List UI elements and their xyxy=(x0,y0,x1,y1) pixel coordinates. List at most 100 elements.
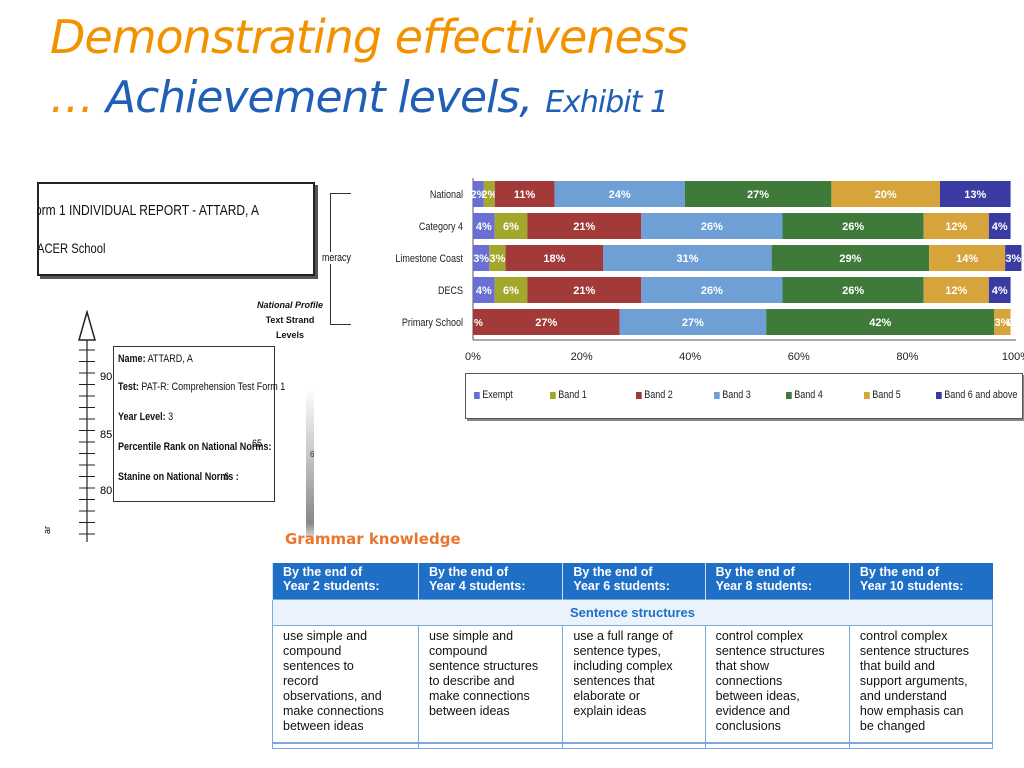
bar-segment xyxy=(483,181,495,207)
legend-label: Band 1 xyxy=(558,389,587,401)
bar-segment xyxy=(923,213,989,239)
header-line: Year 10 students: xyxy=(859,579,964,593)
grammar-cell-line: between ideas xyxy=(428,704,510,718)
np-label-line: National Profile xyxy=(256,300,323,310)
grammar-cell-line: make connections xyxy=(428,689,530,703)
year-4-header: By the end of Year 4 students: xyxy=(417,563,563,600)
bar-segment xyxy=(473,245,490,271)
year-2-header: By the end of Year 2 students: xyxy=(272,563,419,600)
bar-data-label: 27% xyxy=(747,189,769,201)
bar-data-label: % xyxy=(474,318,483,329)
bar-data-label: 18% xyxy=(543,253,565,265)
grammar-cell-line: elaborate or xyxy=(573,689,641,703)
bar-data-label: 6% xyxy=(503,285,519,297)
legend-item: Band 5 xyxy=(864,389,901,401)
grammar-cell-line: observations, and xyxy=(283,689,382,703)
bar-data-label: 26% xyxy=(701,285,723,297)
grammar-cell-line: connections xyxy=(715,674,783,688)
bar-data-label: 2% xyxy=(470,189,486,201)
grammar-cell-line: sentence structures xyxy=(715,644,825,658)
individual-report-header: orm 1 INDIVIDUAL REPORT - ATTARD, A ACER… xyxy=(37,182,315,276)
student-info-box: Name: ATTARD, A Test: PAT-R: Comprehensi… xyxy=(113,346,285,502)
grammar-cell-line: be changed xyxy=(859,719,926,733)
grammar-cell-line: sentences that xyxy=(573,674,655,688)
legend-item: Band 3 xyxy=(714,389,751,401)
test-label: Test: xyxy=(118,381,139,393)
bar-segment xyxy=(923,277,989,303)
bar-data-label: 3% xyxy=(473,253,489,265)
header-row: By the end of Year 2 students: By the end… xyxy=(272,563,993,600)
bar-data-label: 24% xyxy=(609,189,631,201)
subtitle-main: Achievement levels, xyxy=(106,72,533,123)
grammar-cell-line: to describe and xyxy=(428,674,515,688)
subtitle-exhibit: Exhibit 1 xyxy=(545,85,669,120)
grammar-cell-line: compound xyxy=(283,644,342,658)
report-title: orm 1 INDIVIDUAL REPORT - ATTARD, A xyxy=(37,202,260,219)
bar-segment xyxy=(641,213,783,239)
percentile-scale: 90 85 80 ar xyxy=(42,310,112,542)
test-row: Test: PAT-R: Comprehension Test Form 1 xyxy=(118,381,285,393)
bar-data-label: 2% xyxy=(481,189,497,201)
header-line: By the end of xyxy=(573,565,653,579)
bar-data-label: 3% xyxy=(994,317,1010,329)
bar-segment xyxy=(771,245,930,271)
bar-data-label: 4% xyxy=(992,285,1008,297)
legend-swatch xyxy=(550,391,556,399)
bar-data-label: 26% xyxy=(842,221,864,233)
bar-data-label: 12% xyxy=(945,285,967,297)
bar-segment xyxy=(489,245,506,271)
bar-segment xyxy=(831,181,940,207)
bar-segment xyxy=(603,245,772,271)
grammar-cell-line: between ideas xyxy=(283,719,364,733)
bar-data-label: 4% xyxy=(992,221,1008,233)
bar-data-label: 4% xyxy=(476,221,492,233)
bar-segment xyxy=(988,277,1011,303)
slide-title: Demonstrating effectiveness xyxy=(50,10,689,64)
bar-data-label: 20% xyxy=(875,189,897,201)
year-10-header: By the end of Year 10 students: xyxy=(848,563,993,600)
x-tick-label: 80% xyxy=(896,351,918,363)
bar-data-label: 21% xyxy=(573,285,595,297)
national-profile-label: National Profile Text Strand Levels xyxy=(250,298,330,343)
header-line: By the end of xyxy=(428,565,509,579)
chart-legend: Exempt Band 1 Band 2 Band 3 Band 4 Band 5 Band… xyxy=(465,373,1023,419)
category-label: Limestone Coast xyxy=(395,253,463,265)
x-tick-label: 60% xyxy=(788,351,810,363)
name-value: ATTARD, A xyxy=(147,353,193,365)
bar-segment xyxy=(473,309,620,335)
sentence-structures-heading: Sentence structures xyxy=(272,599,993,626)
grammar-cell-line: use a full range of xyxy=(573,629,673,643)
scale-label-80: 80 xyxy=(100,485,112,497)
bar-segment xyxy=(473,213,495,239)
legend-swatch xyxy=(714,391,720,399)
percentile-value: 65 xyxy=(252,438,263,450)
legend-swatch xyxy=(786,391,792,399)
legend-item: Band 1 xyxy=(550,389,587,401)
bar-data-label: 4% xyxy=(476,285,492,297)
bar-segment xyxy=(994,309,1011,335)
test-value: PAT-R: Comprehension Test Form 1 xyxy=(141,381,286,393)
grammar-cell-line: sentence structures xyxy=(859,644,970,658)
name-row: Name: ATTARD, A xyxy=(118,353,193,365)
legend-label: Band 3 xyxy=(722,389,751,401)
header-line: By the end of xyxy=(715,565,795,579)
bar-data-label: 13% xyxy=(964,189,986,201)
grammar-cell: control complex sentence structures that b… xyxy=(848,625,994,749)
grammar-cell-line: and understand xyxy=(859,689,947,703)
gray-bar-glyph: 6 xyxy=(310,450,315,459)
x-tick-label: 100% xyxy=(1002,351,1024,363)
grammar-cell-line: between ideas, xyxy=(715,689,800,703)
bar-data-label: 26% xyxy=(701,221,723,233)
grammar-cell-line: sentences to xyxy=(283,659,354,673)
year-row: Year Level: 3 xyxy=(118,411,173,423)
bar-data-label: 11% xyxy=(514,189,536,201)
legend-item: Band 4 xyxy=(786,389,823,401)
bar-data-label: 27% xyxy=(682,317,704,329)
bar-segment xyxy=(527,213,642,239)
percentile-label: Percentile Rank on National Norms: xyxy=(118,441,272,453)
bar-segment xyxy=(782,277,924,303)
legend-swatch xyxy=(636,391,642,399)
stanine-value: 6 xyxy=(224,471,230,483)
grammar-cell-line: conclusions xyxy=(715,719,781,733)
year-6-header: By the end of Year 6 students: xyxy=(562,563,706,600)
